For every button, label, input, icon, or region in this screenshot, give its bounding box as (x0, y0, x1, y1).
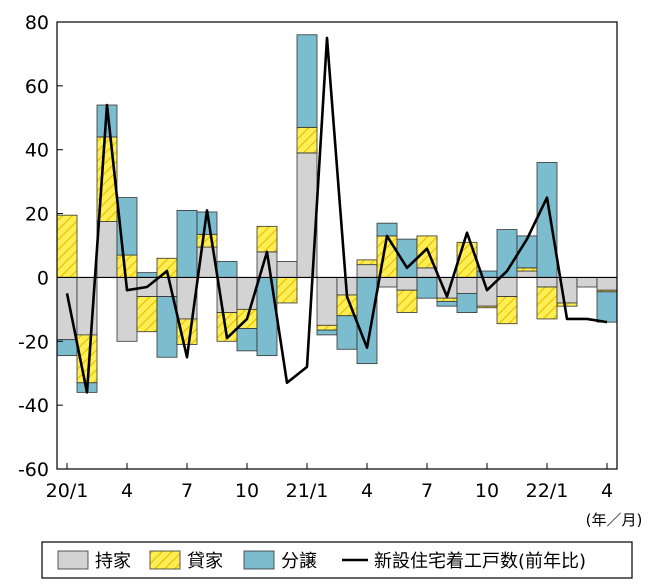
bar-分譲-20/1 (56, 339, 78, 357)
x-tick-label-4: 21/1 (286, 480, 329, 502)
bar-持家-22/3 (576, 277, 598, 288)
legend-label-1: 貸家 (187, 551, 223, 572)
bar-持家-21/11 (496, 277, 518, 297)
y-tick-label-0: 0 (37, 267, 49, 289)
legend-label-2: 分譲 (281, 551, 317, 572)
bar-貸家-22/1 (536, 286, 558, 320)
bar-持家-21/4 (356, 264, 378, 278)
bar-貸家-21/4 (356, 259, 378, 266)
bar-持家-20/6 (156, 277, 178, 297)
legend-box (41, 541, 633, 579)
bar-貸家-21/8 (436, 297, 458, 302)
bar-持家-22/4 (596, 277, 618, 291)
bar-持家-21/2 (316, 277, 338, 326)
bar-貸家-22/2 (556, 302, 578, 307)
bar-分譲-21/7 (416, 277, 438, 299)
bar-分譲-20/10 (236, 328, 258, 352)
x-tick-label-8: 22/1 (526, 480, 569, 502)
bar-持家-22/1 (536, 277, 558, 288)
x-tick-label-2: 7 (181, 480, 193, 502)
y-tick-label--60: -60 (18, 459, 49, 481)
bar-分譲-21/9 (456, 292, 478, 313)
legend-swatch-0 (57, 550, 89, 570)
x-tick-label-1: 4 (121, 480, 133, 502)
bar-貸家-21/9 (456, 241, 478, 278)
y-tick-label-40: 40 (25, 140, 49, 162)
bar-持家-20/3 (96, 221, 118, 278)
line-series-total (65, 36, 608, 394)
bar-分譲-22/4 (596, 291, 618, 323)
x-unit-label: (年／月) (586, 511, 643, 529)
y-axis: -60 -40 -20 0 20 40 60 80 (18, 12, 63, 481)
bar-分譲-22/1 (536, 162, 558, 278)
bar-貸家-21/12 (516, 267, 538, 272)
x-tick-label-5: 4 (361, 480, 373, 502)
x-tick-label-7: 10 (475, 480, 499, 502)
x-tick-label-9: 4 (601, 480, 613, 502)
bars-layer (56, 34, 618, 393)
bar-分譲-21/3 (336, 315, 358, 350)
bar-貸家-20/11 (256, 225, 278, 253)
y-tick-label--40: -40 (18, 395, 49, 417)
bar-分譲-21/2 (316, 329, 338, 336)
legend-swatch-1 (149, 550, 181, 570)
y-tick-label--20: -20 (18, 331, 49, 353)
legend-label-3: 新設住宅着工戸数(前年比) (374, 551, 586, 572)
legend-label-0: 持家 (95, 551, 131, 572)
bar-貸家-20/8 (196, 233, 218, 248)
bar-分譲-21/4 (356, 277, 378, 365)
bar-貸家-21/1 (296, 126, 318, 154)
x-tick-label-6: 7 (421, 480, 433, 502)
bar-分譲-21/1 (296, 34, 318, 128)
bar-分譲-20/9 (216, 261, 238, 278)
legend-swatch-2 (243, 550, 275, 570)
plot-frame (56, 21, 618, 470)
bar-貸家-21/10 (476, 305, 498, 309)
y-tick-label-20: 20 (25, 204, 49, 226)
bar-持家-21/6 (396, 277, 418, 291)
bar-分譲-21/8 (436, 300, 458, 307)
bar-貸家-20/4 (116, 254, 138, 278)
bar-貸家-20/12 (276, 277, 298, 304)
bar-持家-21/7 (416, 267, 438, 278)
y-tick-label-60: 60 (25, 76, 49, 98)
x-tick-label-0: 20/1 (46, 480, 89, 502)
bar-貸家-21/6 (396, 289, 418, 313)
bar-分譲-21/5 (376, 222, 398, 237)
bar-貸家-20/1 (56, 214, 78, 278)
legend: 持家 貸家 分譲 新設住宅着工戸数(前年比) (41, 541, 633, 579)
bar-分譲-20/7 (176, 209, 198, 278)
bar-持家-20/12 (276, 261, 298, 278)
bar-分譲-20/5 (136, 272, 158, 278)
x-tick-label-3: 10 (235, 480, 259, 502)
bar-持家-21/9 (456, 277, 478, 294)
bar-貸家-21/2 (316, 324, 338, 331)
bar-貸家-20/5 (136, 296, 158, 333)
line-layer (65, 36, 608, 394)
bar-貸家-21/11 (496, 296, 518, 325)
x-axis: 20/1 4 7 10 21/1 4 7 10 22/1 4 (46, 463, 613, 502)
bar-持家-21/12 (516, 270, 538, 278)
y-tick-label-80: 80 (25, 12, 49, 34)
